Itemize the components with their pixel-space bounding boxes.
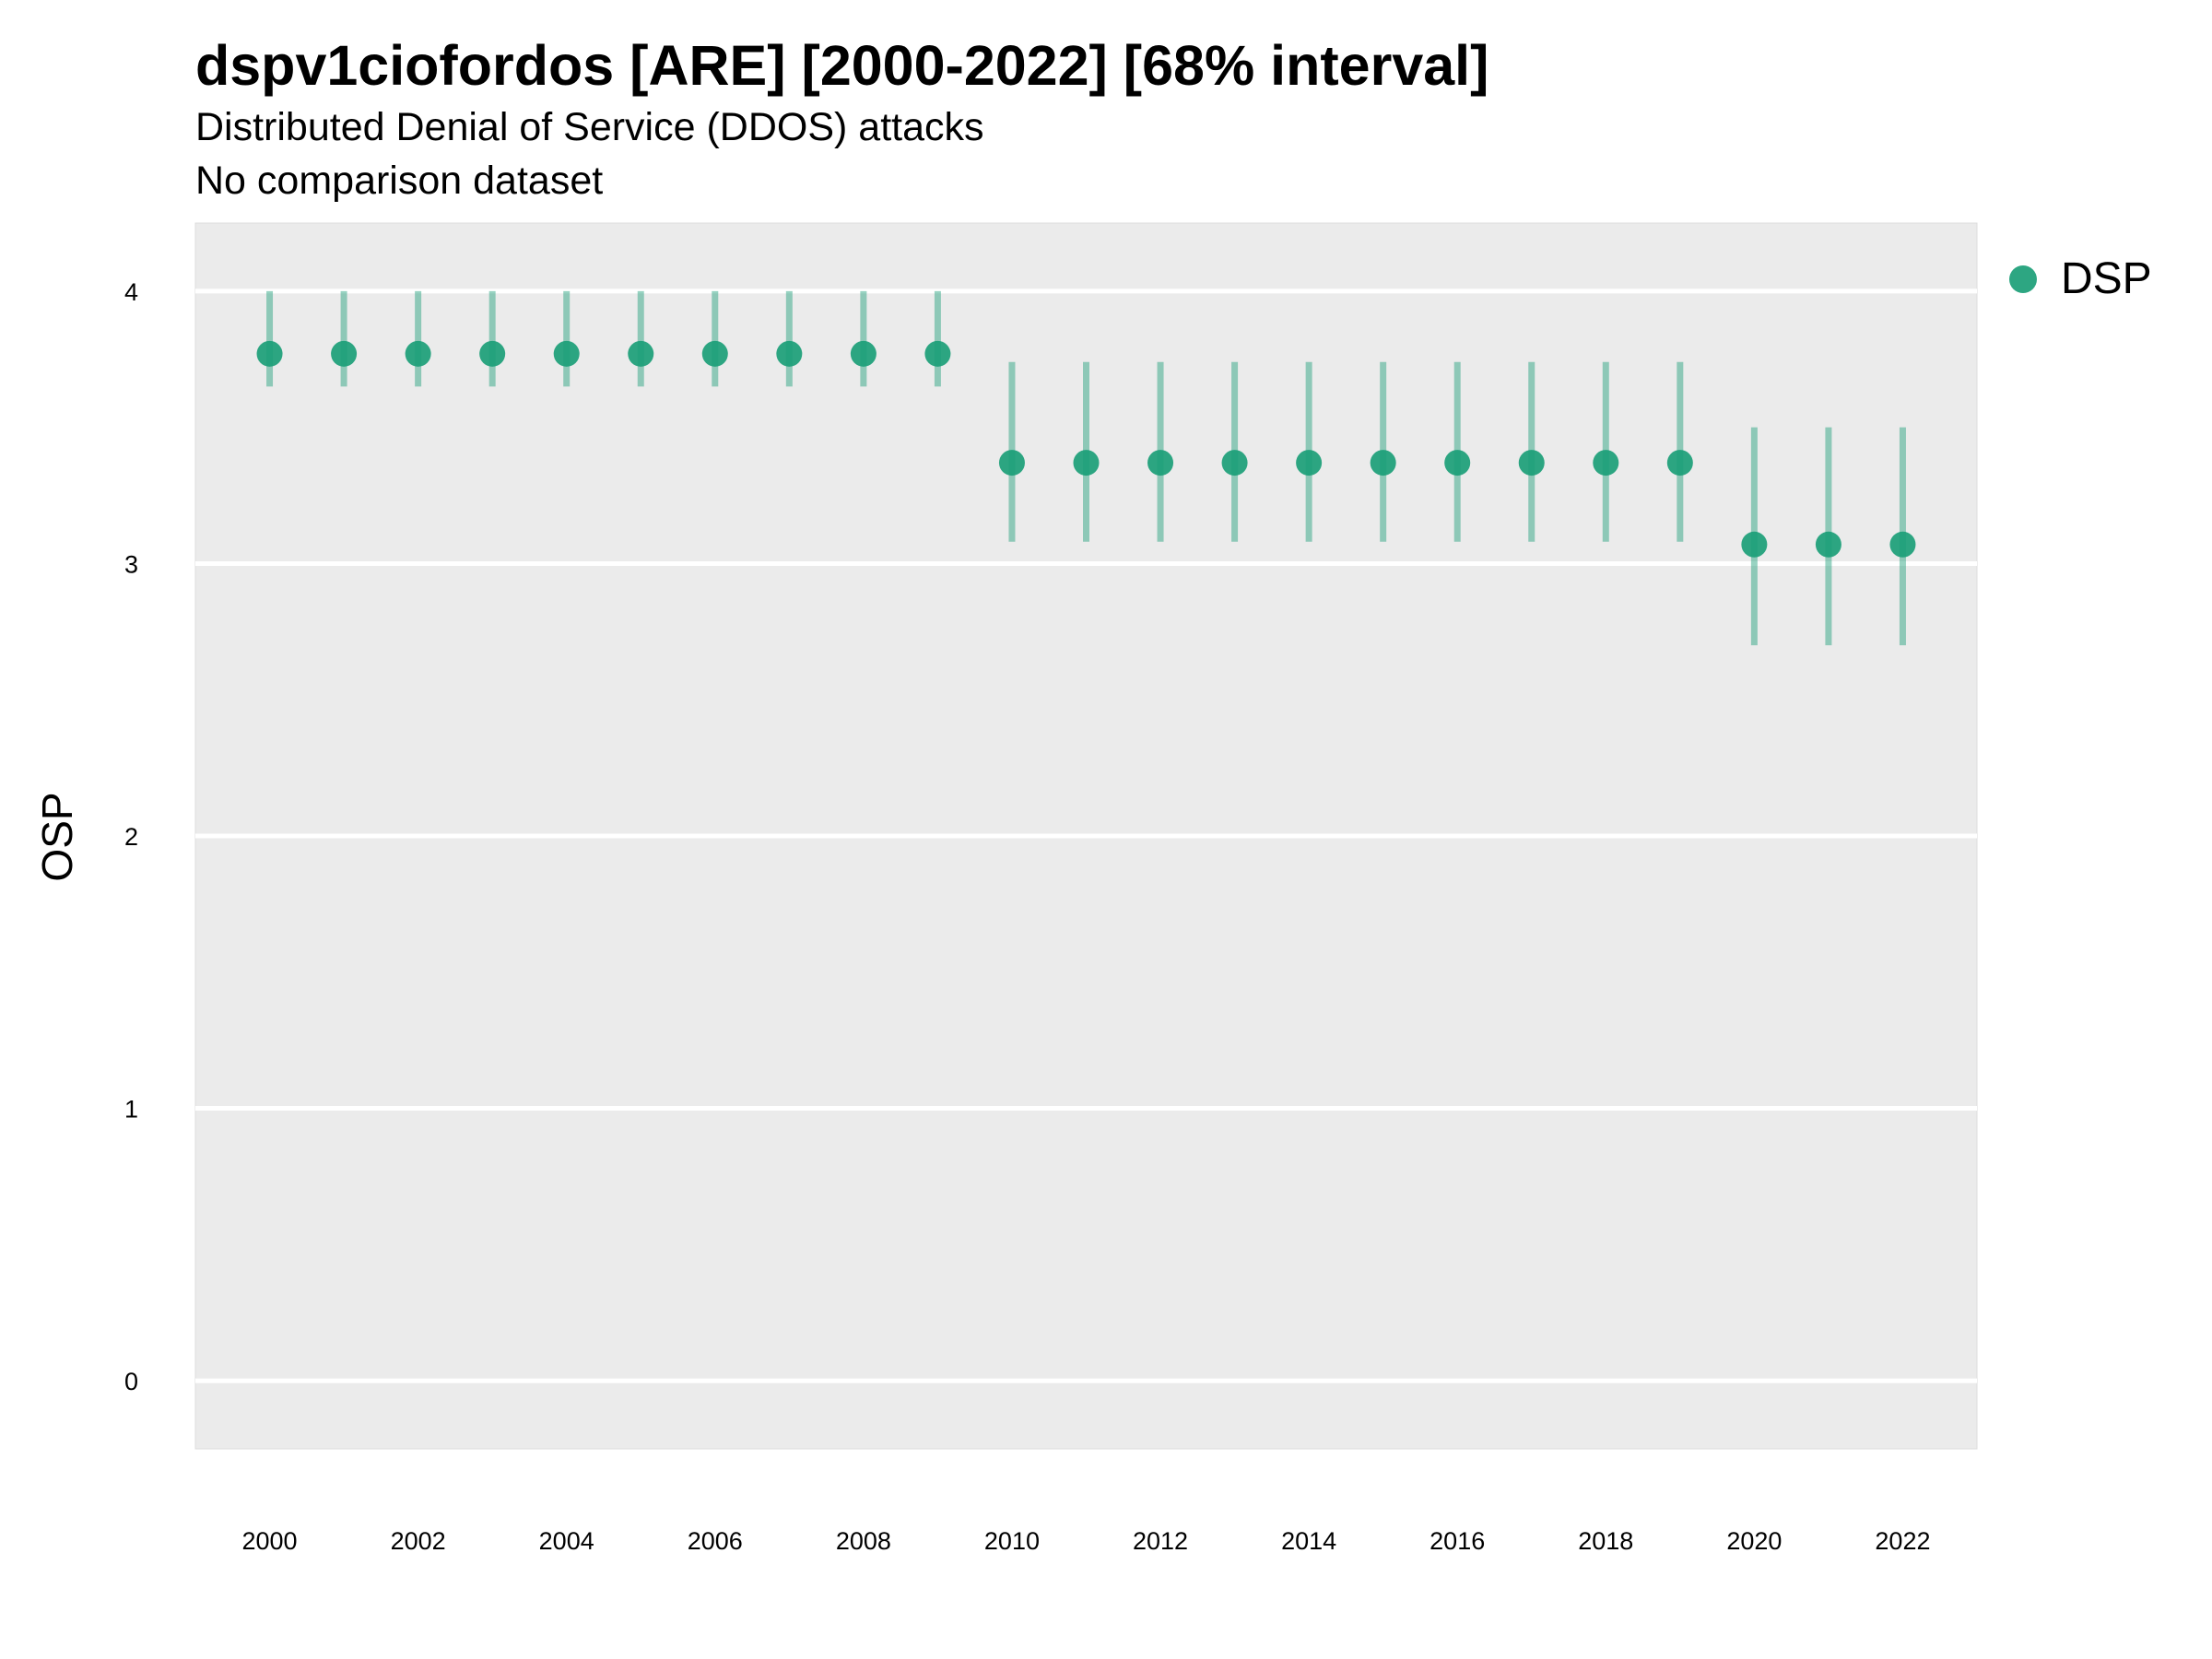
data-point [924,340,951,367]
x-tick-label: 2008 [836,1527,891,1555]
legend-label-dsp: DSP [2061,254,2152,303]
data-point [553,340,580,367]
data-point [1221,450,1248,477]
legend-key-dsp [2009,265,2037,293]
data-point [1518,450,1545,477]
data-point [1815,531,1841,558]
x-tick-label: 2016 [1430,1527,1485,1555]
x-tick-label: 2014 [1281,1527,1336,1555]
x-tick-label: 2002 [391,1527,446,1555]
chart-caption: No comparison dataset [195,159,604,203]
data-point [776,340,803,367]
data-point [405,340,431,367]
data-point [1147,450,1174,477]
data-point [479,340,506,367]
data-point [850,340,877,367]
data-point [701,340,728,367]
y-tick-label: 1 [124,1096,138,1124]
data-point [331,340,358,367]
chart-title: dspv1ciofordos [ARE] [2000-2022] [68% in… [195,34,1489,97]
data-point [1444,450,1471,477]
y-tick-label: 2 [124,823,138,851]
x-tick-label: 2004 [539,1527,594,1555]
data-point [998,450,1025,477]
y-tick-label: 0 [124,1368,138,1395]
data-point [1296,450,1323,477]
data-point [1741,531,1768,558]
data-point [628,340,654,367]
x-tick-label: 2006 [688,1527,743,1555]
data-point [1370,450,1396,477]
data-point [1073,450,1100,477]
x-tick-label: 2012 [1133,1527,1188,1555]
data-point [1666,450,1693,477]
y-tick-label: 3 [124,550,138,578]
x-tick-label: 2018 [1578,1527,1633,1555]
data-point [256,340,283,367]
x-tick-label: 2022 [1875,1527,1930,1555]
x-tick-label: 2010 [984,1527,1040,1555]
data-point [1593,450,1619,477]
y-tick-label: 4 [124,278,138,306]
x-tick-label: 2000 [242,1527,298,1555]
data-point [1889,531,1916,558]
x-tick-label: 2020 [1726,1527,1782,1555]
legend: DSP [2009,253,2152,304]
chart-subtitle: Distributed Denial of Service (DDOS) att… [195,105,984,149]
